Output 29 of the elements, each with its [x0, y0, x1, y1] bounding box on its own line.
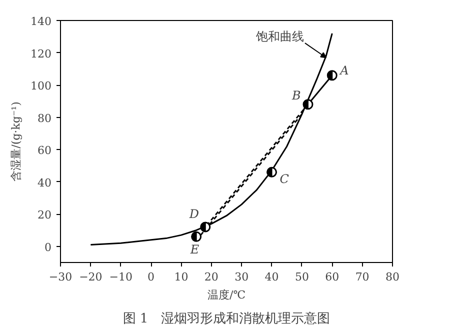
x-tick-label: 60	[325, 270, 340, 284]
x-tick-label: 10	[174, 270, 188, 284]
x-tick-label: 20	[204, 270, 218, 284]
y-tick-label: 40	[38, 176, 52, 190]
x-tick-label: 50	[294, 270, 309, 284]
y-tick-label: 80	[38, 112, 52, 125]
annotation: B	[290, 88, 301, 102]
annotation: A	[339, 63, 350, 78]
y-tick-label: 60	[38, 144, 52, 158]
text: 图 1 湿烟羽形成和消散机理示意图	[122, 312, 330, 326]
x-tick-label: 40	[264, 270, 279, 284]
x-axis-title: 温度/℃	[207, 288, 246, 302]
x-tick-label: −10	[109, 270, 132, 284]
x-tick-label: −20	[79, 270, 102, 284]
x-tick-label: 70	[355, 270, 370, 284]
annotation: E	[189, 242, 200, 257]
x-tick-label: 80	[386, 270, 400, 284]
y-tick-label: 140	[30, 15, 52, 28]
y-tick-label: 0	[44, 240, 52, 254]
y-axis-title: 含湿量/(g·kg⁻¹)	[10, 102, 23, 182]
y-tick-label: 100	[30, 80, 52, 93]
y-tick-label: 120	[30, 47, 52, 60]
annotation: 饱和曲线	[255, 30, 304, 44]
x-tick-label: −30	[48, 270, 72, 284]
annotation: C	[280, 172, 289, 186]
annotation: D	[188, 207, 200, 222]
y-tick-label: 20	[38, 208, 52, 222]
x-tick-label: 0	[148, 270, 155, 284]
x-tick-label: 30	[234, 270, 249, 284]
